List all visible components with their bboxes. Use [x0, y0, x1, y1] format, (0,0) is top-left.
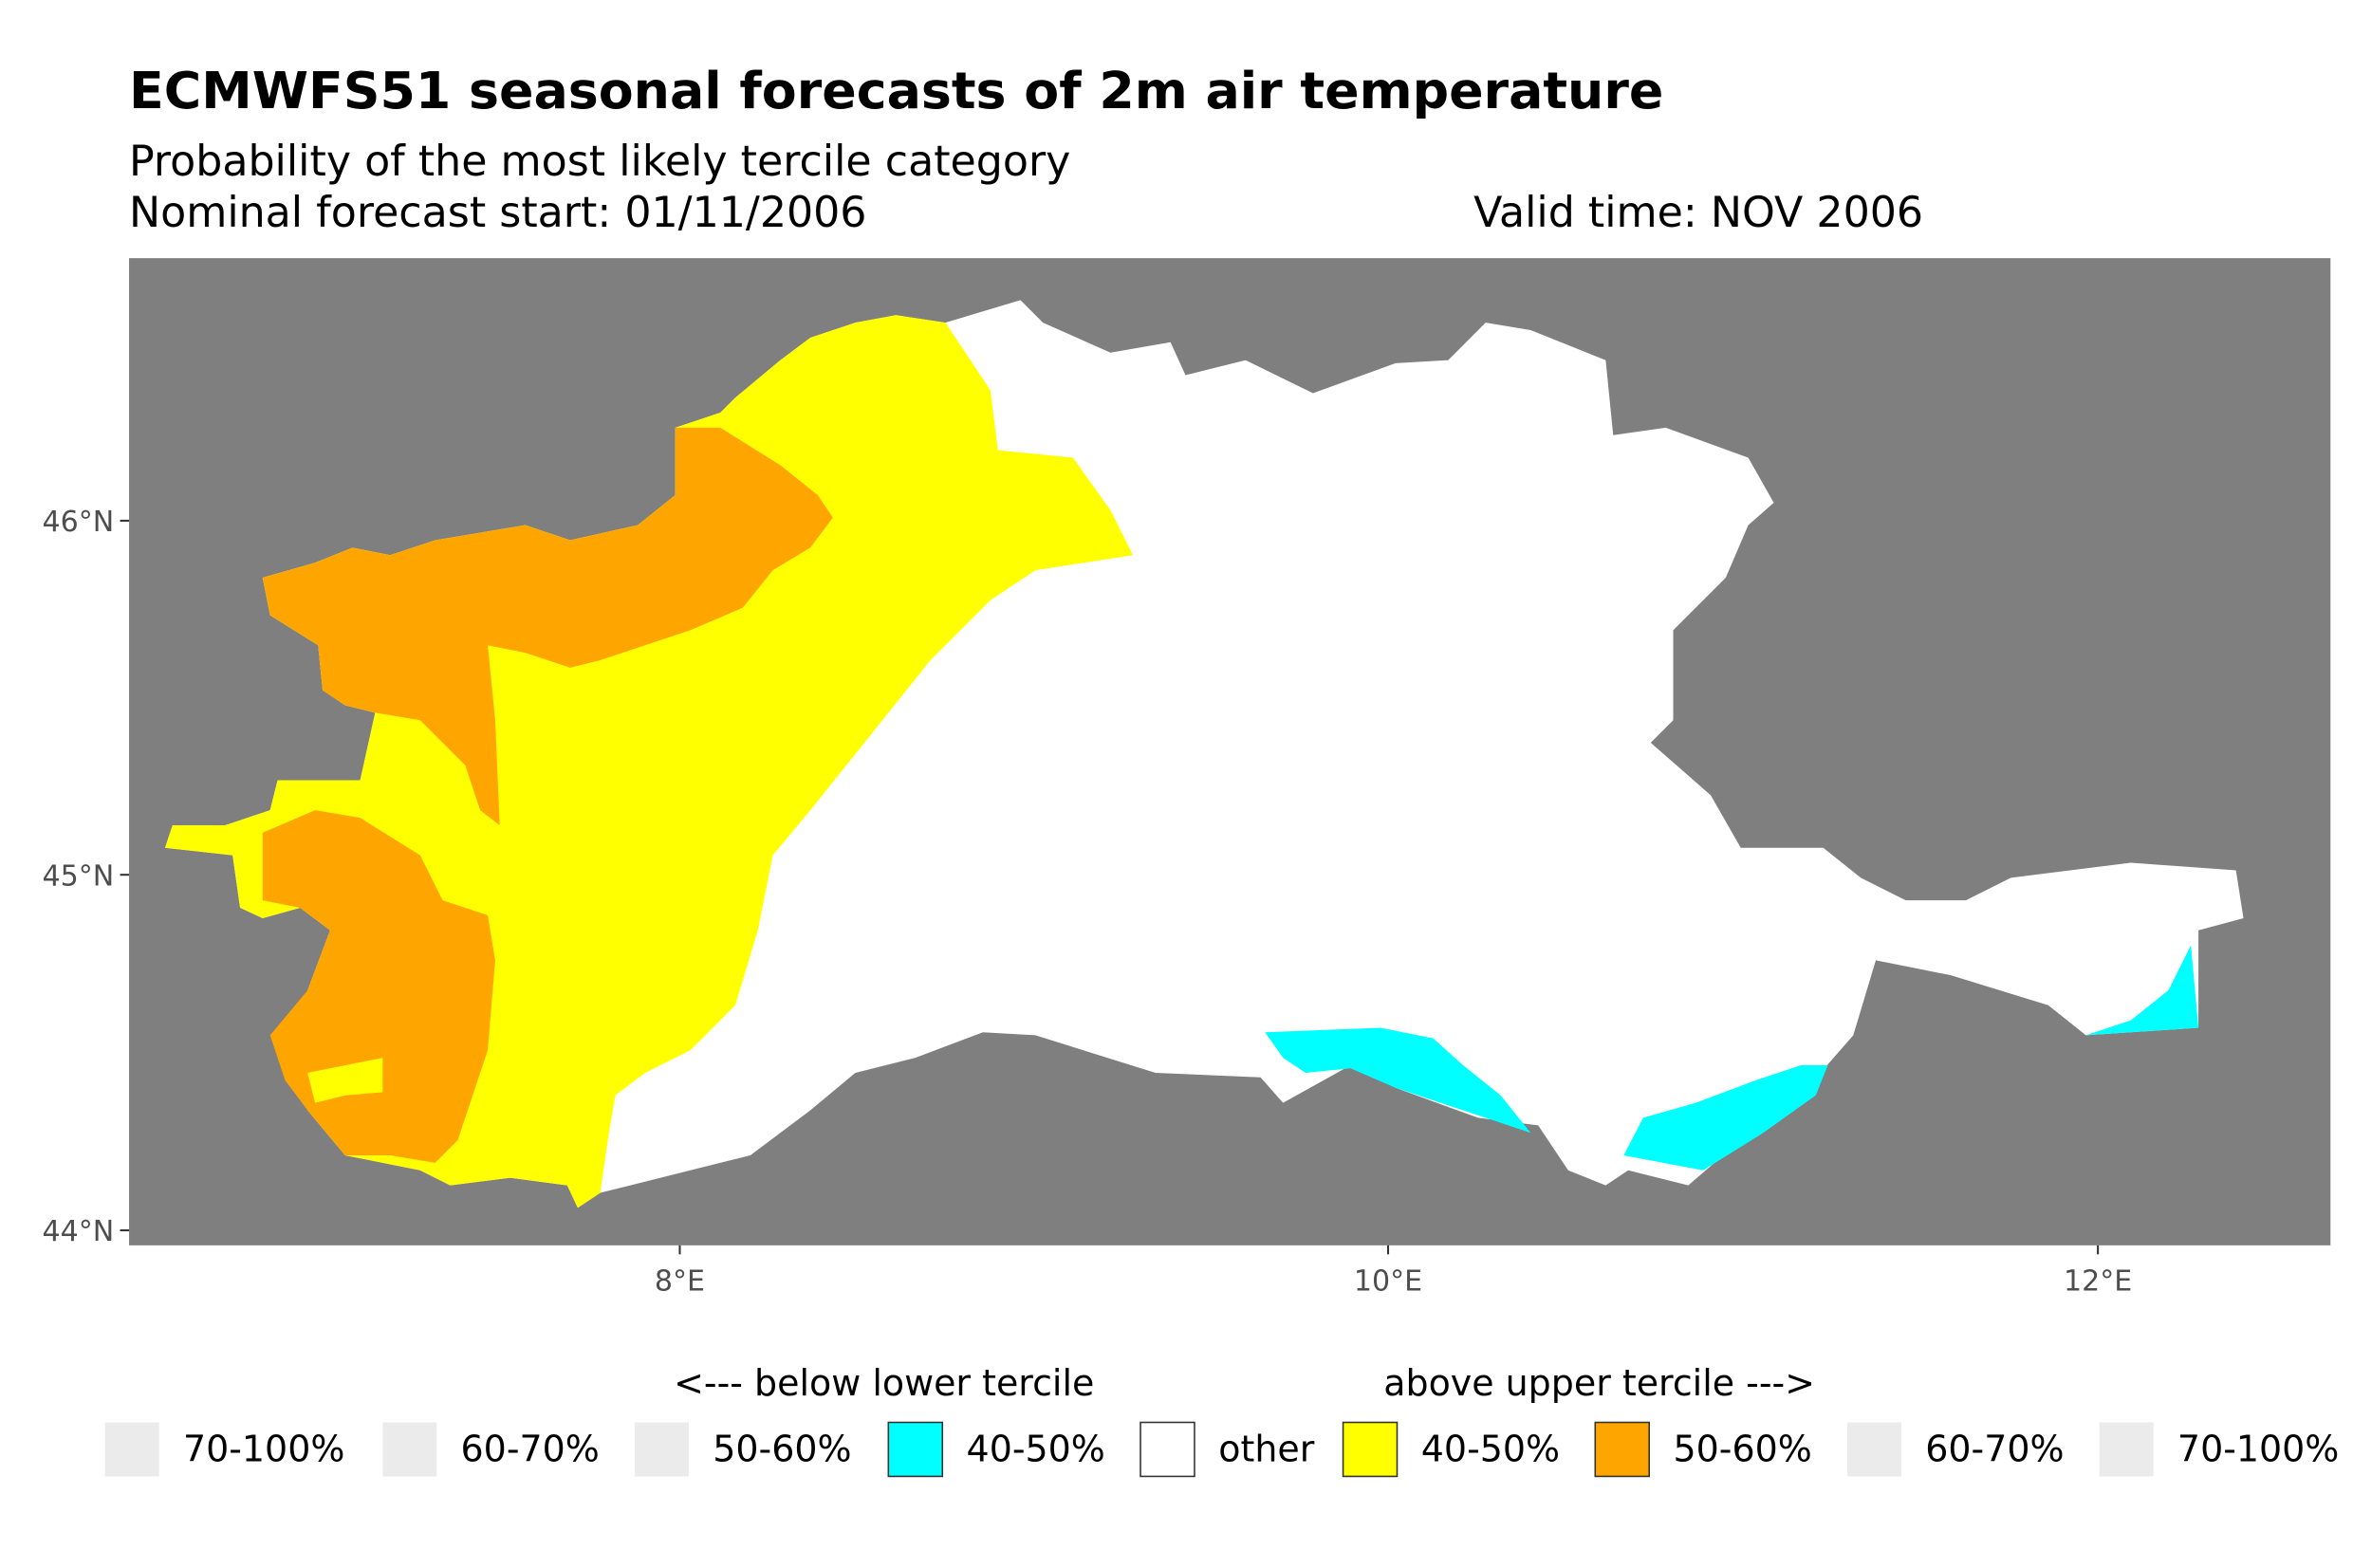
region-below-40-50-b: [1623, 1065, 1828, 1171]
map-regions: [164, 300, 2244, 1208]
valid-time-label: Valid time: NOV 2006: [1473, 189, 1923, 237]
legend-key-0: [104, 1422, 159, 1477]
legend-label-4: other: [1218, 1429, 1314, 1470]
legend: <--- below lower tercile above upper ter…: [104, 1362, 2339, 1478]
legend-key-2: [635, 1422, 689, 1477]
region-above-50-60-north: [262, 427, 833, 825]
chart-subtitle: Probability of the most likely tercile c…: [129, 138, 1070, 186]
x-axis: 8°E 10°E 12°E: [655, 1245, 2132, 1298]
legend-label-2: 50-60%: [713, 1429, 851, 1470]
legend-label-0: 70-100%: [183, 1429, 344, 1470]
legend-key-4: [1139, 1421, 1195, 1478]
forecast-start-label: Nominal forecast start: 01/11/2006: [129, 189, 866, 237]
legend-above-label: above upper tercile --->: [1383, 1362, 1815, 1404]
legend-label-6: 50-60%: [1674, 1429, 1812, 1470]
legend-key-8: [2099, 1422, 2154, 1477]
legend-key-7: [1846, 1422, 1901, 1477]
legend-label-7: 60-70%: [1925, 1429, 2064, 1470]
y-axis: 44°N 45°N 46°N: [42, 506, 130, 1248]
chart-title: ECMWFS51 seasonal forecasts of 2m air te…: [129, 61, 1663, 120]
legend-label-8: 70-100%: [2177, 1429, 2339, 1470]
legend-key-3: [887, 1421, 944, 1478]
legend-key-5: [1342, 1421, 1399, 1478]
legend-key-6: [1594, 1421, 1651, 1478]
legend-label-5: 40-50%: [1421, 1429, 1560, 1470]
x-tick-label: 8°E: [655, 1264, 705, 1298]
legend-below-label: <--- below lower tercile: [674, 1362, 1094, 1404]
region-below-40-50-a: [1265, 1027, 1531, 1134]
y-tick-label: 45°N: [42, 859, 114, 893]
legend-label-1: 60-70%: [461, 1429, 600, 1470]
x-tick-label: 12°E: [2064, 1264, 2132, 1298]
y-tick-label: 46°N: [42, 506, 114, 539]
x-tick-label: 10°E: [1354, 1264, 1422, 1298]
y-tick-label: 44°N: [42, 1215, 114, 1248]
region-below-40-50-c: [2085, 945, 2199, 1036]
legend-label-3: 40-50%: [967, 1429, 1105, 1470]
legend-key-1: [382, 1422, 437, 1477]
region-above-40-50-patch: [307, 1058, 383, 1103]
